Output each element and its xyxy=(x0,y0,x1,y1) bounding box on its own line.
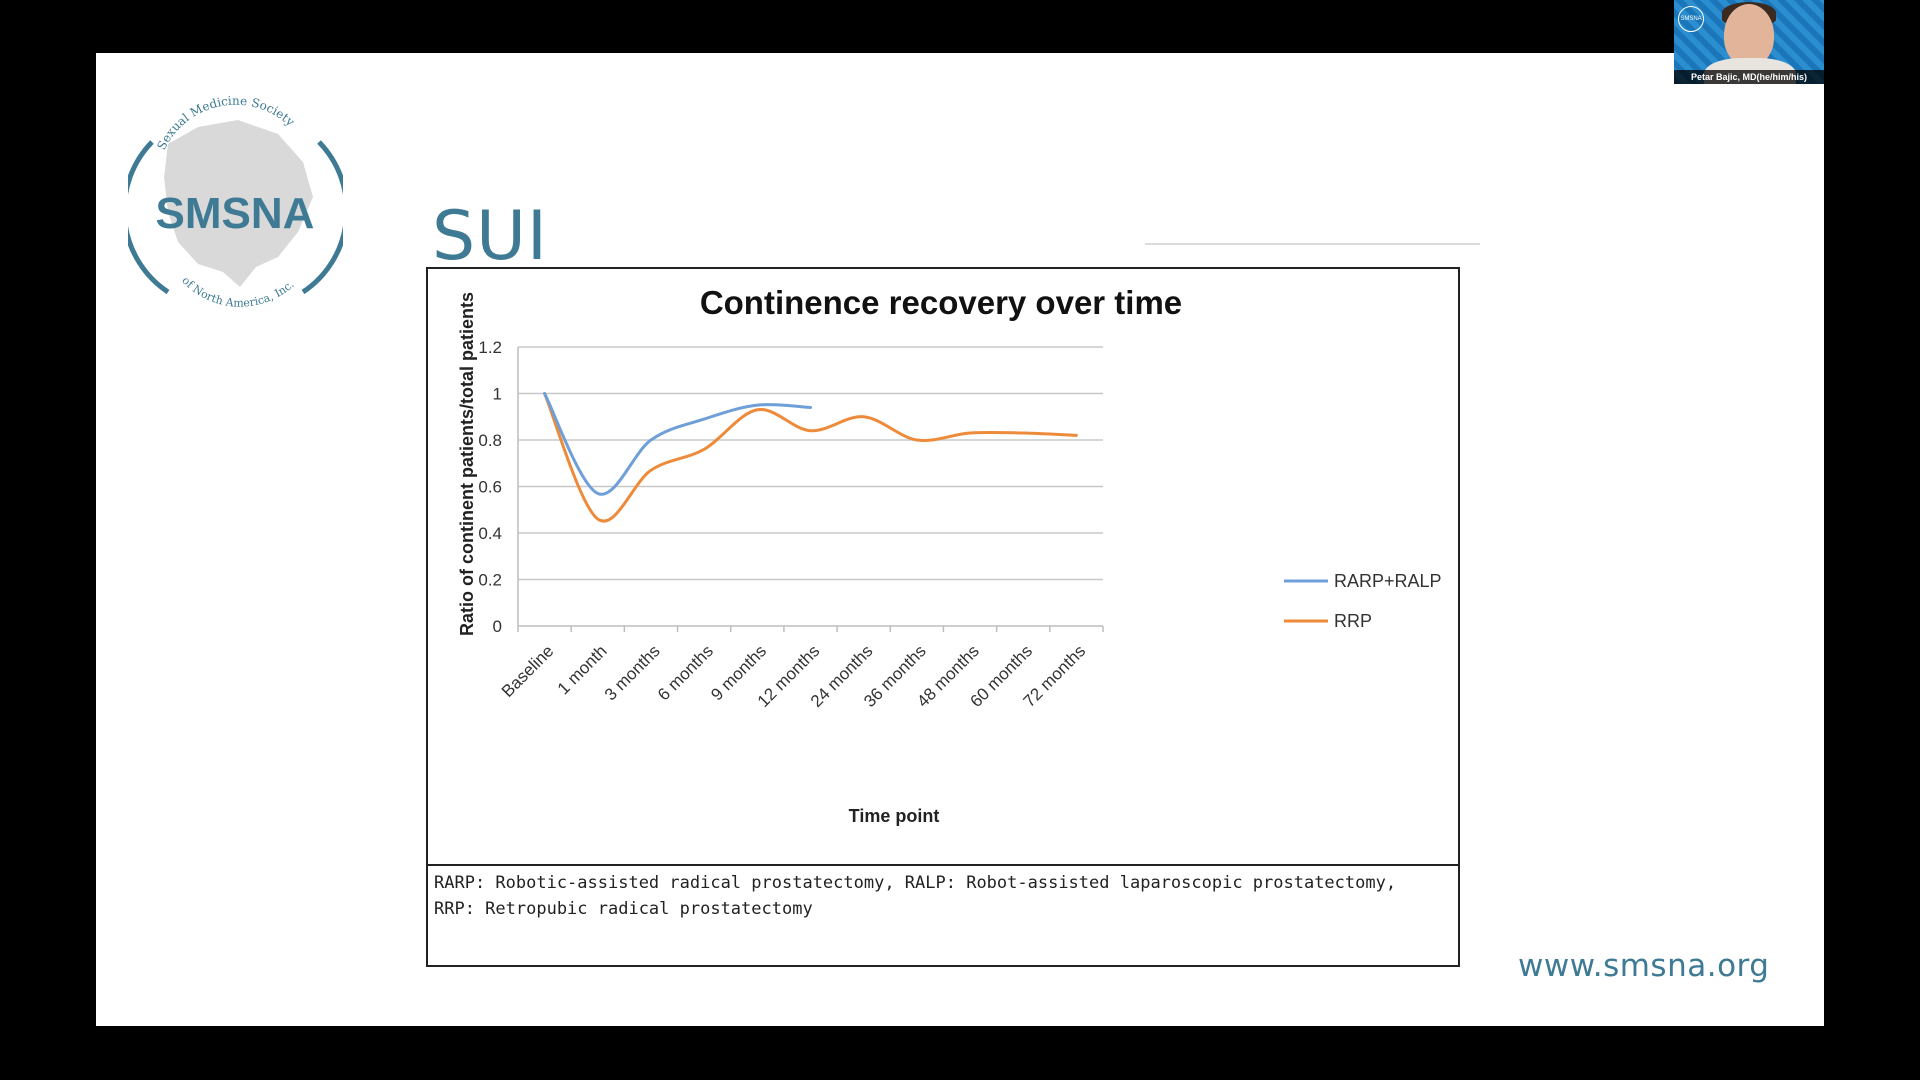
y-tick-label: 0.4 xyxy=(478,524,502,543)
y-tick-label: 0 xyxy=(493,617,502,636)
chart-caption: RARP: Robotic-assisted radical prostatec… xyxy=(428,864,1458,965)
legend: RARP+RALP RRP xyxy=(1284,571,1442,631)
logo-name: SMSNA xyxy=(156,189,315,238)
participant-face xyxy=(1724,4,1774,66)
title-rule xyxy=(1145,243,1480,245)
smsna-logo: Sexual Medicine Society SMSNA of North A… xyxy=(128,94,343,310)
x-tick-label: 3 months xyxy=(601,641,664,704)
series-line-rarp-ralp xyxy=(543,392,812,496)
legend-label: RRP xyxy=(1334,611,1372,631)
x-axis-label: Time point xyxy=(849,806,940,826)
chart-panel: Continence recovery over time 0 0.2 0.4 0.6… xyxy=(426,267,1460,967)
legend-label: RARP+RALP xyxy=(1334,571,1442,591)
slide: Sexual Medicine Society SMSNA of North A… xyxy=(96,53,1824,1026)
smsna-badge-icon: SMSNA xyxy=(1678,6,1704,32)
caption-line: RARP: Robotic-assisted radical prostatec… xyxy=(434,873,1397,893)
y-tick-label: 0.6 xyxy=(478,478,502,497)
y-tick-label: 1 xyxy=(493,385,502,404)
y-tick-label: 0.2 xyxy=(478,571,502,590)
gridlines xyxy=(518,346,1103,581)
participant-video-tile[interactable]: SMSNA Petar Bajic, MD(he/him/his) xyxy=(1674,0,1824,84)
chart-title: Continence recovery over time xyxy=(700,284,1182,321)
x-tick-label: Baseline xyxy=(498,641,558,701)
series-lines xyxy=(543,392,1078,523)
website-url[interactable]: www.smsna.org xyxy=(1518,948,1770,984)
caption-line: RRP: Retropubic radical prostatectomy xyxy=(434,899,813,919)
y-tick-label: 0.8 xyxy=(478,431,502,450)
x-tick-label: 6 months xyxy=(654,641,717,704)
series-line-rrp xyxy=(543,392,1078,523)
continence-chart: Continence recovery over time 0 0.2 0.4 0.6… xyxy=(457,284,1442,826)
y-axis-label: Ratio of continent patients/total patien… xyxy=(457,292,477,636)
slide-title: SUI xyxy=(432,197,548,276)
y-tick-label: 1.2 xyxy=(478,338,502,357)
participant-name: Petar Bajic, MD(he/him/his) xyxy=(1674,70,1824,84)
